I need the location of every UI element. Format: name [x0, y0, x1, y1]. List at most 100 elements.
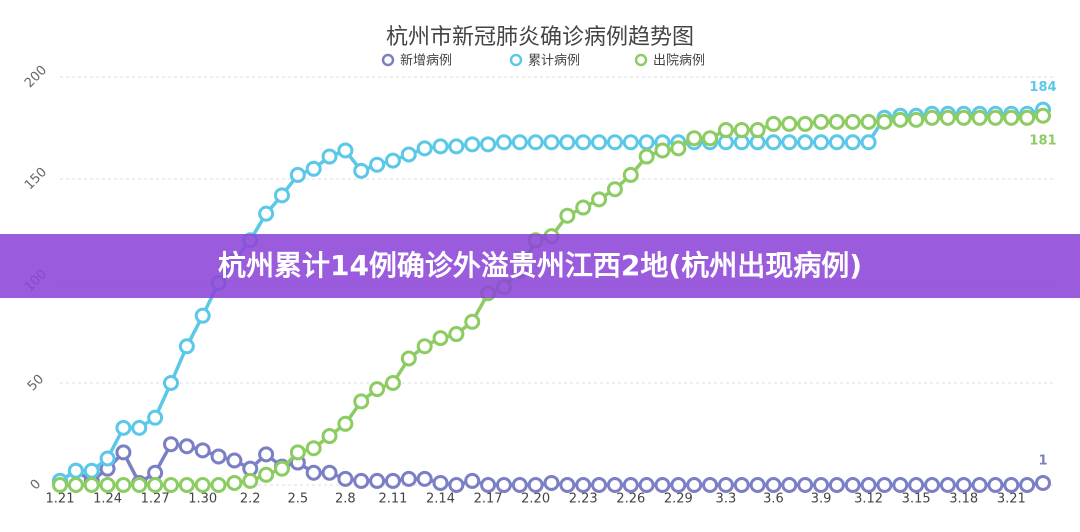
point: [115, 477, 132, 493]
point: [559, 207, 576, 224]
point: [210, 477, 227, 493]
x-tick-label: 1.24: [93, 492, 122, 507]
legend-marker: [634, 53, 648, 67]
point: [971, 477, 988, 493]
point: [337, 142, 354, 159]
legend-item: 出院病例: [634, 53, 705, 69]
point: [495, 477, 512, 493]
point: [939, 109, 956, 126]
point: [717, 477, 734, 493]
point: [464, 472, 481, 489]
point: [115, 444, 132, 461]
point: [384, 472, 401, 489]
point: [321, 148, 338, 165]
point: [797, 134, 814, 151]
point: [464, 313, 481, 330]
point: [781, 134, 798, 151]
point: [99, 450, 116, 467]
point: [813, 477, 830, 493]
point: [717, 122, 734, 139]
point: [844, 134, 861, 151]
point: [99, 477, 116, 493]
point: [622, 477, 639, 493]
point: [702, 477, 719, 493]
point: [226, 452, 243, 469]
point: [242, 472, 259, 489]
point: [860, 113, 877, 130]
point: [432, 138, 449, 155]
point: [353, 472, 370, 489]
point: [765, 134, 782, 151]
legend-item: 新增病例: [381, 53, 452, 69]
x-tick-label: 2.29: [664, 492, 693, 507]
point: [638, 134, 655, 151]
point: [987, 477, 1004, 493]
point: [575, 134, 592, 151]
point: [924, 109, 941, 126]
point: [495, 134, 512, 151]
point: [955, 477, 972, 493]
point: [622, 134, 639, 151]
point: [448, 326, 465, 343]
point: [606, 477, 623, 493]
point: [147, 477, 164, 493]
point: [289, 444, 306, 461]
x-tick-label: 2.8: [335, 492, 356, 507]
point: [813, 113, 830, 130]
point: [258, 205, 275, 222]
point: [305, 440, 322, 457]
point: [765, 477, 782, 493]
point: [480, 136, 497, 153]
point: [162, 436, 179, 453]
point: [305, 160, 322, 177]
point: [432, 474, 449, 491]
point: [273, 460, 290, 477]
end-label: 181: [1029, 133, 1056, 148]
legend-label: 出院病例: [653, 54, 705, 69]
point: [606, 134, 623, 151]
point: [194, 477, 211, 493]
series-line: [60, 114, 1044, 487]
point: [575, 477, 592, 493]
point: [67, 462, 84, 479]
point: [828, 134, 845, 151]
x-tick-label: 2.14: [426, 492, 455, 507]
point: [162, 477, 179, 493]
point: [400, 350, 417, 367]
point: [369, 156, 386, 173]
point: [844, 477, 861, 493]
point: [828, 477, 845, 493]
point: [781, 115, 798, 132]
point: [765, 115, 782, 132]
point: [115, 419, 132, 436]
y-tick-label: 50: [25, 372, 47, 394]
point: [702, 130, 719, 147]
point: [289, 166, 306, 183]
point: [892, 477, 909, 493]
x-tick-label: 2.5: [287, 492, 308, 507]
point: [52, 477, 68, 493]
point: [527, 477, 544, 493]
point: [131, 477, 148, 493]
point: [305, 464, 322, 481]
point: [527, 134, 544, 151]
point: [83, 477, 100, 493]
point: [67, 477, 84, 493]
point: [432, 330, 449, 347]
legend-marker: [509, 53, 523, 67]
point: [273, 187, 290, 204]
point: [908, 477, 925, 493]
x-tick-label: 3.18: [949, 492, 978, 507]
x-tick-label: 2.2: [240, 492, 261, 507]
y-tick-label: 200: [22, 63, 50, 91]
point: [400, 470, 417, 487]
point: [384, 152, 401, 169]
banner-band: [0, 234, 1080, 298]
x-tick-label: 3.12: [854, 492, 883, 507]
legend-marker: [381, 53, 395, 67]
point: [543, 474, 560, 491]
point: [147, 409, 164, 426]
point: [162, 375, 179, 391]
point: [971, 109, 988, 126]
point: [353, 393, 370, 410]
